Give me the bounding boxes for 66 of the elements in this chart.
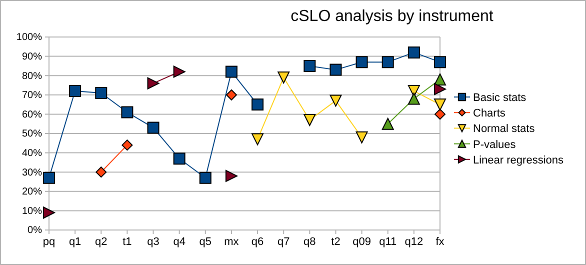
point	[434, 73, 446, 86]
point	[434, 83, 446, 96]
x-tick-label: t1	[122, 236, 132, 248]
point	[95, 86, 108, 99]
y-tick-label: 50%	[22, 128, 42, 140]
point	[147, 122, 160, 134]
point	[278, 72, 290, 84]
point	[225, 66, 238, 78]
x-tick-label: mx	[224, 236, 240, 248]
x-tick-label: pq	[42, 236, 56, 248]
legend-label: Linear regressions	[473, 154, 564, 166]
legend-label: Basic stats	[473, 92, 527, 104]
point	[173, 66, 186, 78]
x-tick-label: q7	[277, 236, 290, 248]
chart-title: cSLO analysis by instrument	[290, 8, 494, 25]
x-tick-label: q5	[199, 236, 212, 248]
legend-label: P-values	[473, 138, 516, 151]
x-tick-label: q4	[173, 236, 186, 248]
point	[434, 108, 446, 120]
point	[122, 140, 133, 151]
point	[147, 77, 160, 90]
y-tick-label: 10%	[22, 206, 42, 217]
point	[304, 60, 316, 72]
point	[121, 106, 134, 118]
point	[434, 98, 446, 111]
point	[43, 172, 55, 184]
point	[356, 56, 368, 68]
x-tick-label: q09	[352, 236, 371, 248]
y-tick-label: 100%	[16, 32, 42, 44]
x-tick-label: t2	[331, 236, 340, 248]
y-tick-label: 20%	[22, 186, 42, 198]
point	[225, 170, 238, 182]
point	[434, 56, 446, 68]
point	[173, 152, 186, 165]
point	[96, 166, 107, 178]
point	[304, 114, 316, 126]
point	[408, 92, 420, 105]
y-tick-label: 0%	[28, 225, 42, 236]
point	[408, 46, 420, 58]
y-tick-label: 40%	[22, 148, 42, 159]
legend-label: Charts	[473, 108, 506, 120]
point	[252, 98, 264, 111]
x-tick-label: q6	[251, 236, 264, 248]
point	[330, 94, 342, 107]
y-tick-label: 60%	[22, 109, 42, 120]
x-tick-label: q1	[68, 236, 82, 248]
x-tick-label: q8	[304, 236, 316, 248]
point	[382, 56, 394, 68]
point	[356, 131, 368, 144]
y-tick-label: 80%	[22, 70, 42, 82]
point	[382, 118, 394, 130]
y-tick-label: 70%	[22, 90, 42, 102]
y-tick-label: 30%	[22, 167, 42, 178]
x-tick-label: q12	[404, 236, 424, 248]
point	[252, 133, 264, 146]
point	[199, 172, 212, 184]
point	[43, 206, 55, 219]
x-tick-label: q3	[147, 236, 160, 248]
point	[69, 85, 82, 98]
x-tick-label: q11	[379, 236, 397, 248]
legend-label: Normal stats	[473, 123, 536, 136]
point	[330, 64, 342, 76]
x-tick-label: fx	[436, 236, 445, 248]
point	[226, 89, 237, 100]
y-tick-label: 90%	[22, 52, 42, 62]
x-tick-label: q2	[95, 236, 108, 248]
